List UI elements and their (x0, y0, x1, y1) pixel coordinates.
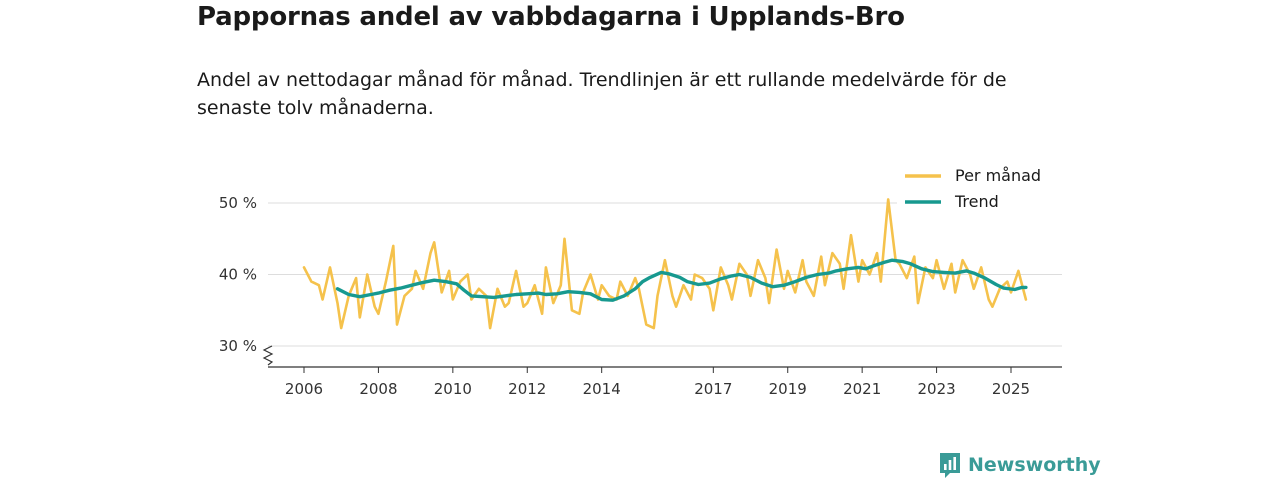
x-tick-label-7: 2021 (843, 380, 881, 398)
legend: Per månad Trend (897, 160, 1067, 212)
brand-name: Newsworthy (968, 454, 1101, 476)
newsworthy-brand[interactable]: Newsworthy (938, 450, 1101, 480)
newsworthy-logo-icon (940, 453, 960, 478)
trend-series (335, 258, 1028, 302)
x-tick-label-3: 2012 (508, 380, 546, 398)
x-tick-label-4: 2014 (583, 380, 621, 398)
x-tick-label-8: 2023 (917, 380, 955, 398)
axes: 30 % 40 % 50 % 2006 2008 2010 2012 2014 2017 2019… (219, 194, 1062, 398)
axis-break-icon (262, 345, 274, 366)
x-tick-label-2: 2010 (434, 380, 472, 398)
x-tick-label-6: 2019 (769, 380, 807, 398)
monthly-line (302, 198, 1028, 330)
y-tick-label-2: 50 % (219, 194, 257, 212)
chart-title: Pappornas andel av vabbdagarna i Uppland… (197, 2, 905, 32)
trend-line (335, 258, 1028, 302)
x-tick-label-5: 2017 (694, 380, 732, 398)
x-tick-label-9: 2025 (992, 380, 1030, 398)
legend-label-1: Trend (954, 192, 999, 211)
monthly-series (302, 198, 1028, 330)
legend-label-0: Per månad (955, 166, 1041, 185)
y-tick-label-1: 40 % (219, 266, 257, 284)
x-tick-label-1: 2008 (359, 380, 397, 398)
y-tick-label-0: 30 % (219, 337, 257, 355)
chart-subtitle: Andel av nettodagar månad för månad. Tre… (197, 69, 1007, 119)
x-tick-label-0: 2006 (285, 380, 323, 398)
